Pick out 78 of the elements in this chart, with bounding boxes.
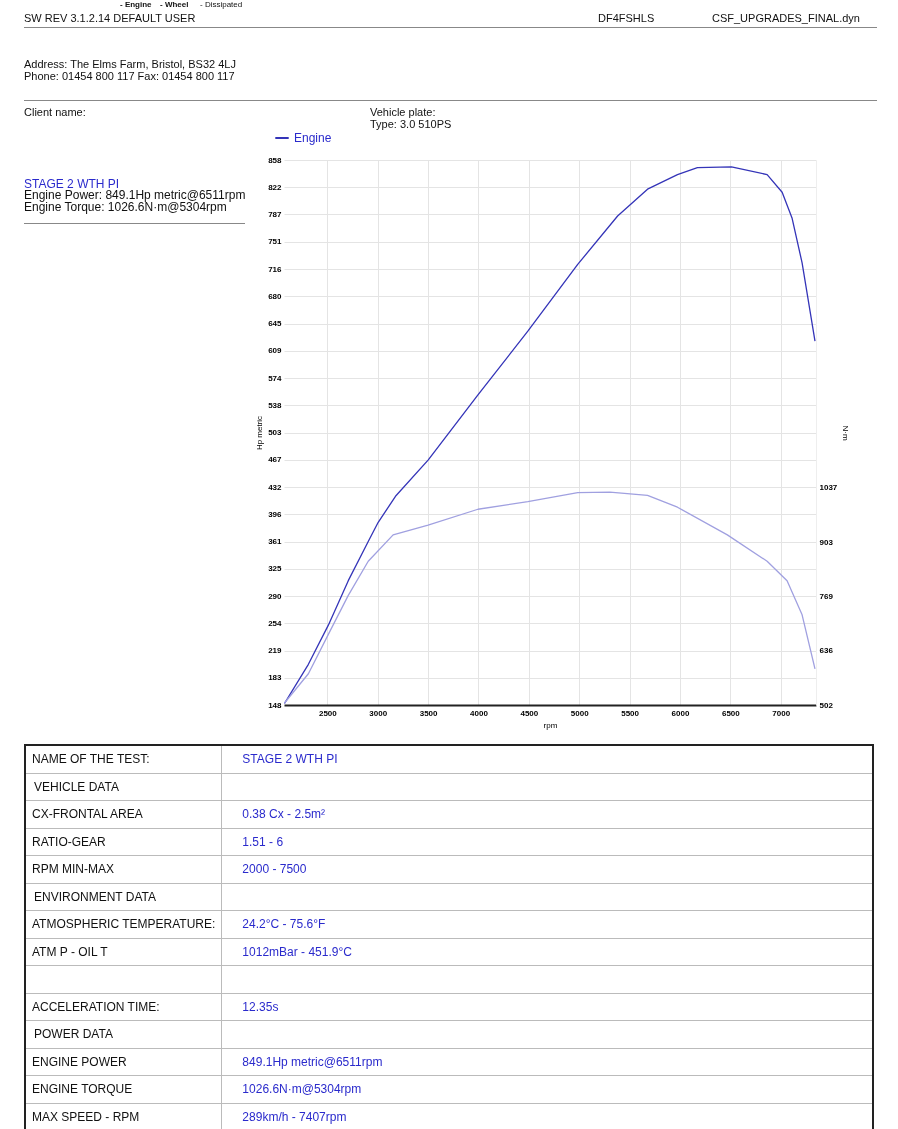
- text: Client name:: [24, 106, 86, 118]
- text: DF4FSHLS: [598, 12, 655, 24]
- text: - Dissipated: [200, 0, 243, 9]
- text: RPM MIN-MAX: [25, 855, 222, 883]
- y-tick-label: 396: [268, 509, 283, 519]
- y2-tick-label: 502: [819, 700, 834, 710]
- text: 0.38 Cx - 2.5m²: [221, 800, 873, 828]
- text: STAGE 2 WTH PI: [221, 745, 873, 773]
- y-tick-label: 787: [268, 210, 283, 219]
- text: ENGINE POWER: [25, 1048, 222, 1076]
- x-tick-label: 5000: [570, 708, 590, 718]
- y2-tick-label: 636: [819, 646, 834, 656]
- y-tick-label: 148: [268, 700, 283, 710]
- y-tick-label: 716: [268, 264, 283, 274]
- text: Engine Power: 849.1Hp metric@6511rpm: [24, 188, 246, 202]
- x-axis-title: rpm: [543, 720, 558, 730]
- text: Vehicle plate:: [370, 106, 436, 118]
- y-tick-label: 822: [268, 182, 283, 192]
- text: SW REV 3.1.2.14 DEFAULT USER: [24, 12, 196, 24]
- y2-tick-label: 769: [819, 591, 834, 601]
- y-tick-label: 361: [268, 537, 283, 546]
- text: MAX SPEED - RPM: [25, 1103, 222, 1129]
- x-tick-label: 6500: [721, 708, 741, 718]
- text: Engine Torque: 1026.6N·m@5304rpm: [24, 200, 227, 214]
- text: VEHICLE DATA: [25, 773, 222, 801]
- y-tick-label: 574: [268, 373, 283, 383]
- y2-tick-label: 903: [819, 537, 834, 547]
- text: Address: The Elms Farm, Bristol, BS32 4LJ: [24, 58, 236, 70]
- text: CSF_UPGRADES_FINAL.dyn: [712, 12, 860, 24]
- text: ATMOSPHERIC TEMPERATURE:: [25, 910, 222, 938]
- y-tick-label: 751: [268, 237, 283, 247]
- y-tick-label: 432: [268, 482, 283, 492]
- text: ENVIRONMENT DATA: [25, 883, 222, 911]
- text: NAME OF THE TEST:: [25, 745, 222, 773]
- text: 2000 - 7500: [221, 855, 873, 883]
- x-tick-label: 4000: [470, 708, 489, 718]
- text: POWER DATA: [25, 1020, 222, 1048]
- text: CX-FRONTAL AREA: [25, 800, 222, 828]
- x-tick-label: 6000: [671, 708, 690, 718]
- y-tick-label: 503: [268, 428, 283, 437]
- text: Type: 3.0 510PS: [370, 118, 452, 130]
- legend-label: Engine: [294, 131, 332, 145]
- text: - Engine: [120, 0, 152, 9]
- x-tick-label: 3500: [419, 708, 439, 718]
- y-tick-label: 467: [268, 455, 283, 465]
- text: 1012mBar - 451.9°C: [221, 938, 873, 966]
- x-tick-label: 5500: [621, 708, 640, 718]
- text: ATM P - OIL T: [25, 938, 222, 966]
- y-tick-label: 858: [268, 155, 283, 165]
- y-tick-label: 290: [268, 591, 283, 601]
- text: 1.51 - 6: [221, 828, 873, 856]
- line-series: [284, 491, 816, 704]
- y-tick-label: 680: [268, 291, 283, 301]
- y-tick-label: 538: [268, 400, 283, 410]
- y-tick-label: 609: [268, 346, 283, 356]
- text: 1026.6N·m@5304rpm: [221, 1075, 873, 1103]
- text: 289km/h - 7407rpm: [221, 1103, 873, 1129]
- y-tick-label: 219: [268, 646, 283, 655]
- x-tick-label: 4500: [520, 708, 539, 718]
- text: 12.35s: [221, 993, 873, 1021]
- text: ACCELERATION TIME:: [25, 993, 222, 1021]
- x-tick-label: 3000: [369, 708, 388, 718]
- text: 849.1Hp metric@6511rpm: [221, 1048, 873, 1076]
- text: ENGINE TORQUE: [25, 1075, 222, 1103]
- text: STAGE 2 WTH PI: [24, 177, 120, 191]
- text: 24.2°C - 75.6°F: [221, 910, 873, 938]
- y2-tick-label: 1037: [819, 483, 838, 493]
- y-tick-label: 645: [268, 319, 283, 328]
- y2-axis-title: N·m: [841, 425, 851, 441]
- y-tick-label: 325: [268, 564, 283, 574]
- y-axis-title: Hp metric: [255, 415, 265, 451]
- text: Phone: 01454 800 117 Fax: 01454 800 117: [24, 70, 235, 82]
- x-tick-label: 7000: [772, 708, 791, 718]
- y-tick-label: 254: [268, 618, 283, 628]
- x-tick-label: 2500: [318, 708, 338, 718]
- text: RATIO-GEAR: [25, 828, 222, 856]
- text: - Wheel: [160, 0, 189, 9]
- y-tick-label: 183: [268, 673, 283, 683]
